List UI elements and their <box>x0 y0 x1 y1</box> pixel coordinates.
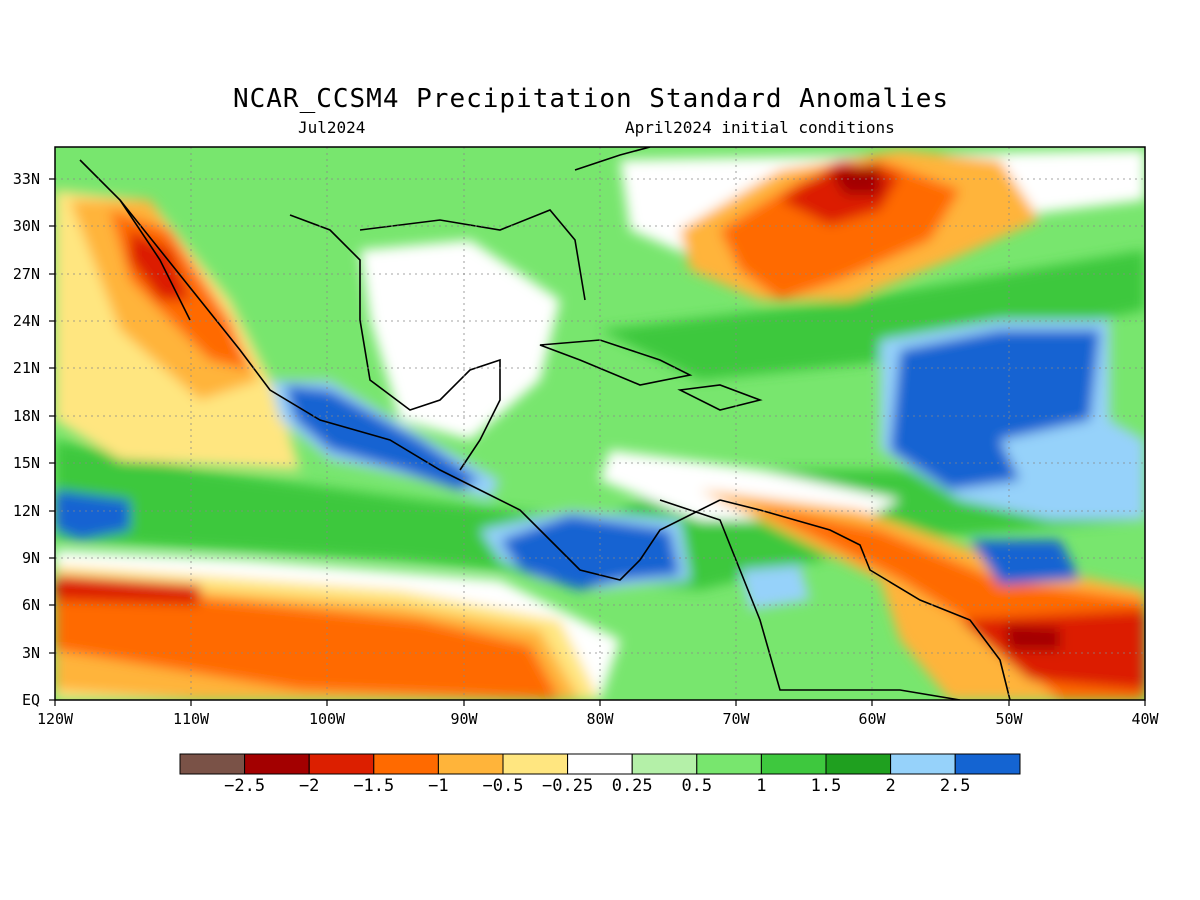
colorbar-swatch-2 <box>244 753 310 775</box>
colorbar-label: 0.25 <box>611 776 653 796</box>
mexico-dry-core <box>130 230 190 300</box>
colorbar-label: 1 <box>756 776 767 796</box>
y-tick-label: 21N <box>12 359 40 377</box>
colorbar-swatch-6 <box>502 753 569 775</box>
y-tick-label: EQ <box>21 691 40 709</box>
x-tick-label: 60W <box>858 710 886 728</box>
y-tick-label: 30N <box>12 217 40 235</box>
gulf-neutral-area <box>360 240 560 440</box>
forecast-month: Jul2024 <box>298 118 366 137</box>
colorbar-label: 1.5 <box>810 776 842 796</box>
colorbar-swatch-12 <box>890 753 956 775</box>
us-gulf-coast <box>359 209 586 301</box>
colorbar-label: 0.5 <box>681 776 713 796</box>
colorbar-swatch-11 <box>825 753 892 775</box>
x-tick-label: 50W <box>995 710 1023 728</box>
pacific-coastline <box>79 159 721 581</box>
initial-conditions: April2024 initial conditions <box>625 118 895 137</box>
colorbar-label: −0.25 <box>542 776 594 796</box>
colorbar-swatch-1 <box>179 753 246 775</box>
eastern-pacific-wet <box>55 490 130 540</box>
coastlines <box>79 147 1011 700</box>
tropical-atlantic-wet <box>970 540 1080 585</box>
atlantic-wet-core <box>890 330 1100 490</box>
graticule <box>55 147 1145 700</box>
colorbar-swatch-3 <box>308 753 375 775</box>
chart-title: NCAR_CCSM4 Precipitation Standard Anomal… <box>232 84 950 114</box>
y-tick-label: 33N <box>12 170 40 188</box>
y-tick-label: 15N <box>12 454 40 472</box>
atlantic-dry-strong <box>720 160 960 300</box>
colorbar-label: 2 <box>885 776 896 796</box>
south-america-interior-border <box>659 499 961 700</box>
southern-caribbean-neutral <box>600 450 900 520</box>
atlantic-dry-extreme <box>830 165 880 195</box>
colorbar-swatch-4 <box>373 753 439 775</box>
colorbar-label: 2.5 <box>939 776 971 796</box>
x-tick-label: 120W <box>36 710 74 728</box>
x-tick-label: 40W <box>1131 710 1159 728</box>
y-tick-label: 9N <box>21 549 40 567</box>
guiana-dry-extreme <box>1005 625 1060 650</box>
colorbar-swatch-7 <box>567 753 633 775</box>
colorbar-swatch-13 <box>954 753 1021 775</box>
hispaniola <box>677 384 763 411</box>
colorbar <box>179 753 1021 775</box>
y-tick-label: 6N <box>21 596 40 614</box>
y-tick-label: 27N <box>12 265 40 283</box>
colorbar-swatch-10 <box>760 753 827 775</box>
pacific-dry-band-strong <box>55 585 560 700</box>
y-tick-label: 3N <box>21 644 40 662</box>
y-tick-label: 18N <box>12 407 40 425</box>
colorbar-label: −2 <box>298 776 320 796</box>
x-tick-label: 110W <box>172 710 210 728</box>
pacific-dry-core <box>55 575 200 605</box>
baja-coast <box>119 199 191 321</box>
x-tick-label: 70W <box>722 710 750 728</box>
us-east-coast <box>574 147 651 171</box>
colombia-wet <box>740 565 810 610</box>
colorbar-label: −1.5 <box>353 776 395 796</box>
y-tick-label: 24N <box>12 312 40 330</box>
colorbar-swatch-5 <box>437 753 504 775</box>
x-tick-label: 90W <box>450 710 478 728</box>
gulf-of-mexico-coast <box>289 214 501 471</box>
colorbar-label: −2.5 <box>224 776 266 796</box>
colorbar-swatch-9 <box>696 753 762 775</box>
colorbar-swatch-8 <box>631 753 698 775</box>
x-tick-label: 80W <box>586 710 614 728</box>
caribbean-wet-zone <box>600 250 1145 380</box>
south-america-north-coast <box>719 499 1011 700</box>
colorbar-label: −1 <box>428 776 449 796</box>
moderate-wet-band <box>55 440 1145 590</box>
panama-wet-core <box>500 515 680 590</box>
axis-ticks <box>49 178 1146 706</box>
x-tick-label: 100W <box>308 710 346 728</box>
colorbar-label: −0.5 <box>482 776 524 796</box>
y-tick-label: 12N <box>12 502 40 520</box>
